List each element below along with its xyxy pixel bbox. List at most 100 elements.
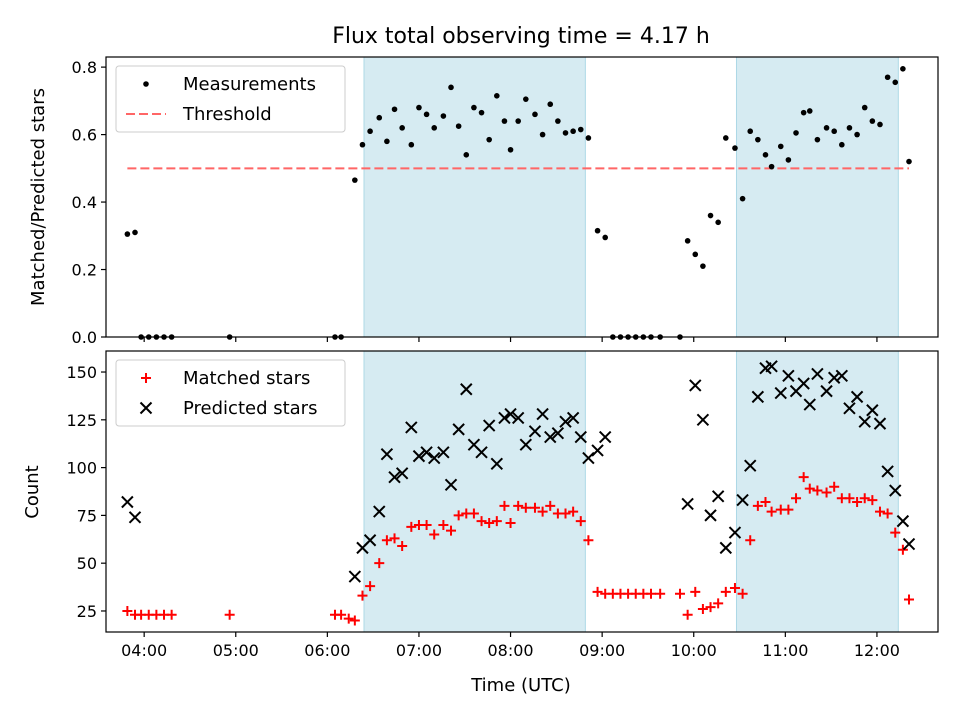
predicted-star-point bbox=[511, 411, 525, 425]
measurement-point bbox=[471, 104, 477, 111]
matched-star-point bbox=[752, 500, 763, 511]
matched-star-point bbox=[791, 493, 802, 504]
predicted-star-point bbox=[873, 417, 887, 430]
measurement-point bbox=[562, 130, 569, 136]
matched-star-point bbox=[745, 535, 756, 546]
top-plot-frame bbox=[105, 56, 939, 338]
measurement-point bbox=[715, 219, 721, 226]
predicted-star-point bbox=[498, 411, 511, 425]
matched-star-point bbox=[867, 495, 878, 506]
measurement-point bbox=[539, 131, 546, 138]
measurement-point bbox=[723, 135, 729, 141]
matched-star-point bbox=[421, 519, 432, 530]
x-tick-label: 12:00 bbox=[854, 641, 900, 660]
predicted-star-point bbox=[536, 407, 549, 421]
measurement-point bbox=[884, 74, 891, 81]
matched-star-point bbox=[397, 540, 408, 551]
matched-star-point bbox=[903, 594, 914, 605]
matched-star-point bbox=[484, 518, 495, 529]
measurement-point bbox=[861, 104, 868, 111]
measurement-point bbox=[823, 125, 830, 131]
legend-box bbox=[115, 359, 346, 427]
predicted-star-point bbox=[681, 497, 694, 511]
measurement-point bbox=[700, 263, 706, 269]
chart-title: Flux total observing time = 4.17 h bbox=[332, 24, 710, 49]
x-tick-label: 07:00 bbox=[396, 641, 442, 660]
measurement-point bbox=[906, 158, 912, 165]
predicted-star-point bbox=[820, 384, 833, 398]
matched-star-point bbox=[766, 506, 777, 517]
measurement-point bbox=[507, 146, 514, 153]
predicted-star-point bbox=[452, 423, 465, 436]
predicted-star-point bbox=[405, 421, 418, 434]
top-y-axis-label: Matched/Predicted stars bbox=[28, 88, 49, 306]
matched-star-point bbox=[852, 497, 863, 508]
matched-star-point bbox=[224, 609, 235, 620]
measurement-point bbox=[768, 163, 775, 170]
matched-star-point bbox=[575, 516, 586, 527]
matched-star-point bbox=[882, 508, 893, 519]
measurement-point bbox=[777, 143, 784, 150]
predicted-star-point bbox=[544, 430, 557, 444]
matched-star-point bbox=[374, 558, 385, 569]
predicted-star-point bbox=[528, 425, 542, 438]
predicted-star-point bbox=[902, 537, 916, 551]
matched-star-point bbox=[406, 521, 417, 532]
measurement-point bbox=[408, 141, 415, 148]
predicted-star-point bbox=[388, 470, 401, 484]
measurement-point bbox=[494, 92, 500, 99]
measurement-point bbox=[431, 125, 438, 131]
predicted-star-point bbox=[751, 390, 765, 404]
bottom-plot-frame bbox=[105, 350, 939, 633]
predicted-star-point bbox=[420, 446, 433, 459]
predicted-star-point bbox=[843, 402, 856, 415]
matched-star-point bbox=[343, 613, 354, 624]
predicted-star-point bbox=[704, 509, 717, 522]
measurement-point bbox=[376, 114, 383, 121]
bottom-panel-counts: 04:00 05:00 06:00 07:00 08:00 09:00 10:00 11:00… bbox=[22, 350, 939, 660]
predicted-star-point bbox=[490, 457, 504, 470]
measurement-point bbox=[440, 113, 447, 119]
matched-star-point bbox=[645, 588, 656, 599]
predicted-star-point bbox=[689, 379, 702, 392]
x-tick-label: 06:00 bbox=[304, 641, 350, 660]
measurement-point bbox=[831, 128, 837, 135]
matched-star-point bbox=[690, 586, 701, 597]
matched-star-point bbox=[349, 615, 360, 626]
measurement-point bbox=[399, 125, 405, 131]
measurement-point bbox=[515, 118, 521, 124]
y-tick-label: 125 bbox=[66, 411, 97, 430]
measurement-point bbox=[132, 229, 138, 236]
measurement-point bbox=[692, 251, 699, 258]
predicted-star-point bbox=[128, 511, 142, 524]
matched-star-point bbox=[713, 598, 724, 609]
y-tick-label: 75 bbox=[77, 506, 97, 525]
matched-star-point bbox=[890, 527, 901, 538]
predicted-star-point bbox=[460, 383, 473, 396]
predicted-star-point bbox=[827, 371, 841, 384]
legend-label: Threshold bbox=[182, 104, 272, 125]
predicted-star-point bbox=[591, 444, 604, 457]
matched-star-point bbox=[520, 502, 531, 513]
matched-star-point bbox=[468, 508, 479, 519]
predicted-star-point bbox=[475, 446, 488, 459]
matched-star-point bbox=[499, 500, 510, 511]
matched-star-point bbox=[568, 506, 579, 517]
matched-star-point bbox=[166, 609, 177, 620]
measurement-point bbox=[869, 118, 876, 124]
bottom-legend: Matched stars Predicted stars bbox=[115, 359, 346, 427]
predicted-star-point bbox=[395, 467, 409, 480]
predicted-star-point bbox=[881, 465, 894, 478]
measurement-point bbox=[423, 111, 430, 118]
measurement-point bbox=[585, 135, 592, 141]
measurement-point bbox=[892, 79, 899, 86]
measurement-point bbox=[854, 131, 860, 138]
predicted-star-point bbox=[866, 404, 879, 417]
predicted-star-point bbox=[744, 459, 757, 472]
matched-star-point bbox=[682, 609, 693, 620]
measurement-point bbox=[602, 234, 608, 241]
measurement-point bbox=[839, 141, 845, 148]
measurement-point bbox=[523, 96, 529, 102]
observing-window-shade bbox=[363, 56, 586, 338]
predicted-star-point bbox=[797, 377, 810, 390]
